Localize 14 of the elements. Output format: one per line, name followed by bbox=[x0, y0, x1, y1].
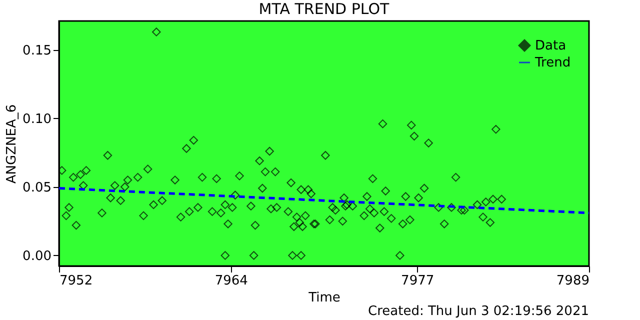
text: Created: Thu Jun 3 02:19:56 2021 bbox=[368, 304, 589, 319]
legend-label: Data bbox=[535, 38, 566, 54]
y-tick-label: 0.00 bbox=[22, 248, 52, 264]
x-tick-label: 7989 bbox=[556, 274, 590, 288]
y-tick-label: 0.05 bbox=[22, 180, 52, 196]
y-tick-label: 0.10 bbox=[22, 112, 52, 127]
x-axis-title: Time bbox=[308, 290, 340, 306]
y-axis-title: ANGZNEA_6 bbox=[4, 104, 20, 184]
x-tick-label: 7952 bbox=[60, 274, 93, 288]
x-tick-label: 7964 bbox=[214, 274, 248, 288]
chart-title: MTA TREND PLOT bbox=[258, 0, 390, 18]
y-tick-label: 0.15 bbox=[22, 43, 52, 58]
legend-label: Trend bbox=[534, 56, 571, 70]
x-tick-label: 7977 bbox=[401, 274, 434, 288]
